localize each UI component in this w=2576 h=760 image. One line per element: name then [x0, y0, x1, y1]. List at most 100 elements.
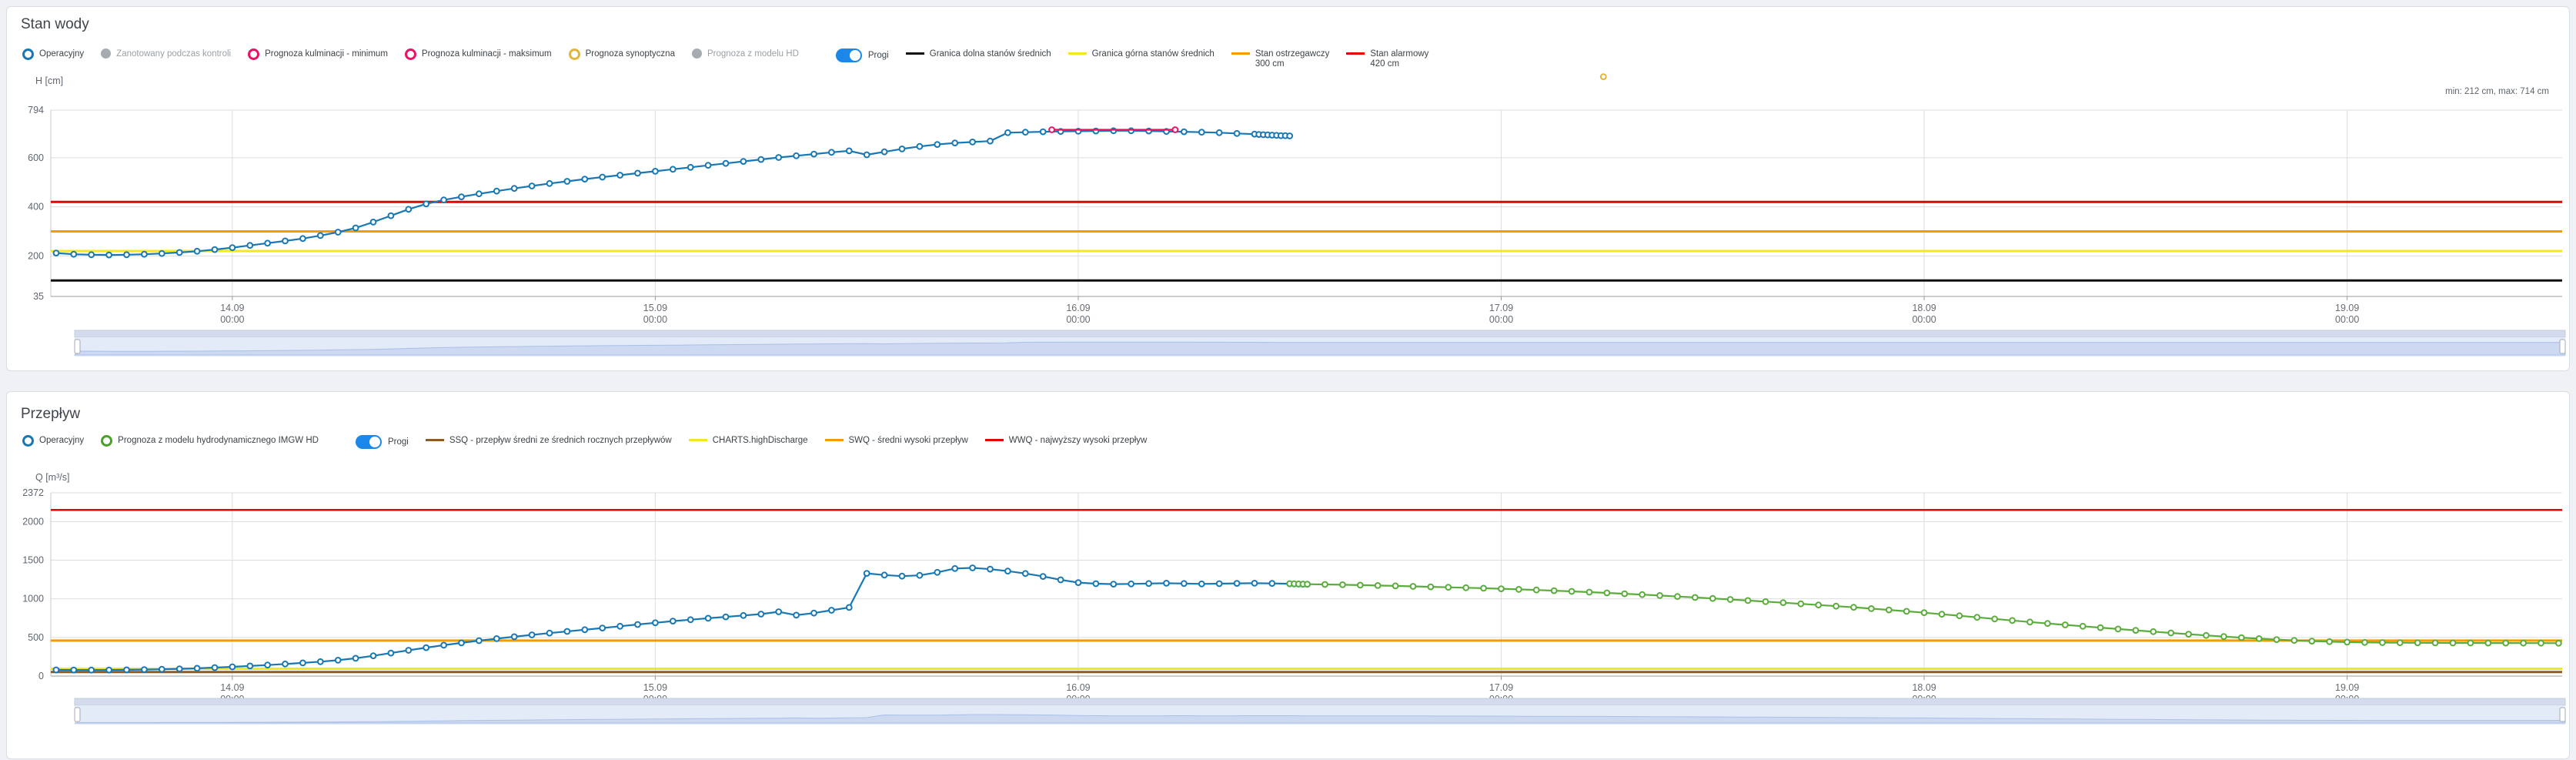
data-point-marker[interactable] — [757, 156, 765, 163]
data-point-marker[interactable] — [757, 611, 765, 618]
data-point-marker[interactable] — [229, 244, 236, 252]
data-point-marker[interactable] — [616, 172, 623, 179]
data-point-marker[interactable] — [987, 565, 994, 573]
data-point-marker[interactable] — [1021, 570, 1029, 578]
data-point-marker[interactable] — [1181, 580, 1188, 588]
navigator-handle-right[interactable] — [2559, 707, 2566, 722]
data-point-marker[interactable] — [863, 151, 870, 159]
data-point-marker[interactable] — [1498, 585, 1505, 593]
data-point-marker[interactable] — [528, 631, 536, 638]
data-point-marker[interactable] — [793, 152, 800, 159]
data-point-marker[interactable] — [1815, 601, 1823, 609]
data-point-marker[interactable] — [175, 665, 183, 673]
data-point-marker[interactable] — [1039, 573, 1047, 581]
data-point-marker[interactable] — [1198, 129, 1205, 136]
toggle-switch[interactable] — [355, 435, 382, 449]
data-point-marker[interactable] — [2237, 634, 2245, 641]
data-point-marker[interactable] — [264, 239, 272, 247]
data-point-marker[interactable] — [1674, 593, 1681, 601]
data-point-marker[interactable] — [211, 246, 219, 253]
data-point-marker[interactable] — [2290, 637, 2298, 644]
data-point-marker[interactable] — [2449, 639, 2457, 647]
legend-prognoza-z-modelu-hd[interactable]: Prognoza z modelu HD — [691, 49, 799, 59]
data-point-marker[interactable] — [880, 148, 888, 156]
data-point-marker[interactable] — [2361, 638, 2368, 646]
data-point-marker[interactable] — [2431, 639, 2439, 647]
data-point-marker[interactable] — [581, 626, 589, 634]
data-point-marker[interactable] — [810, 609, 817, 617]
data-point-marker[interactable] — [740, 611, 747, 619]
navigator-handle-right[interactable] — [2559, 339, 2566, 354]
data-point-marker[interactable] — [2203, 631, 2210, 639]
data-point-marker[interactable] — [229, 663, 236, 671]
legend-swq[interactable]: SWQ - średni wysoki przepływ — [824, 435, 968, 446]
navigator-scrollbar[interactable] — [74, 698, 2566, 706]
data-point-marker[interactable] — [1198, 580, 1205, 588]
data-point-marker[interactable] — [1286, 132, 1294, 139]
data-point-marker[interactable] — [1585, 588, 1593, 596]
data-point-marker[interactable] — [493, 187, 500, 195]
data-point-marker[interactable] — [1304, 581, 1311, 588]
data-point-marker[interactable] — [898, 146, 906, 152]
data-point-marker[interactable] — [845, 147, 853, 155]
legend-prognoza-synoptyczna[interactable]: Prognoza synoptyczna — [568, 49, 675, 60]
data-point-marker[interactable] — [1599, 73, 1607, 80]
progi-toggle[interactable]: Progi — [355, 435, 409, 449]
data-point-marker[interactable] — [1532, 586, 1540, 594]
data-point-marker[interactable] — [1568, 588, 1575, 595]
data-point-marker[interactable] — [387, 649, 395, 657]
data-point-marker[interactable] — [1392, 582, 1399, 590]
data-point-marker[interactable] — [1233, 580, 1241, 588]
data-point-marker[interactable] — [722, 613, 730, 621]
toggle-switch[interactable] — [835, 49, 862, 62]
data-point-marker[interactable] — [687, 163, 694, 171]
data-point-marker[interactable] — [634, 169, 641, 177]
data-point-marker[interactable] — [1356, 581, 1364, 589]
data-point-marker[interactable] — [969, 564, 976, 571]
data-point-marker[interactable] — [1885, 606, 1893, 614]
data-point-marker[interactable] — [105, 666, 113, 674]
data-point-marker[interactable] — [1339, 581, 1346, 588]
data-point-marker[interactable] — [1181, 128, 1188, 136]
data-point-marker[interactable] — [2150, 628, 2157, 635]
data-point-marker[interactable] — [2273, 636, 2280, 644]
data-point-marker[interactable] — [476, 190, 483, 198]
data-point-marker[interactable] — [141, 666, 148, 674]
data-point-marker[interactable] — [2520, 639, 2528, 647]
data-point-marker[interactable] — [616, 622, 623, 630]
legend-stan-ostrzegawczy[interactable]: Stan ostrzegawczy 300 cm — [1231, 49, 1329, 69]
data-point-marker[interactable] — [387, 212, 395, 219]
data-point-marker[interactable] — [1639, 591, 1646, 598]
data-point-marker[interactable] — [704, 162, 712, 169]
data-point-marker[interactable] — [1621, 590, 1629, 598]
data-point-marker[interactable] — [1726, 596, 1734, 603]
navigator-handle-left[interactable] — [74, 707, 81, 722]
data-point-marker[interactable] — [2097, 624, 2104, 631]
data-point-marker[interactable] — [175, 249, 183, 256]
data-point-marker[interactable] — [775, 608, 783, 615]
data-point-marker[interactable] — [193, 665, 201, 672]
data-point-marker[interactable] — [634, 621, 641, 628]
data-point-marker[interactable] — [1074, 579, 1082, 587]
data-point-marker[interactable] — [546, 179, 553, 187]
data-point-marker[interactable] — [1833, 602, 1840, 610]
data-point-marker[interactable] — [369, 652, 377, 660]
data-point-marker[interactable] — [282, 660, 289, 668]
data-point-marker[interactable] — [1445, 584, 1452, 591]
data-point-marker[interactable] — [969, 139, 976, 146]
data-point-marker[interactable] — [2044, 620, 2051, 628]
data-point-marker[interactable] — [916, 571, 924, 579]
legend-ssq[interactable]: SSQ - przepływ średni ze średnich roczny… — [425, 435, 672, 446]
data-point-marker[interactable] — [2538, 639, 2544, 647]
data-point-marker[interactable] — [1321, 581, 1328, 588]
data-point-marker[interactable] — [369, 219, 377, 226]
data-point-marker[interactable] — [141, 250, 148, 258]
data-point-marker[interactable] — [1692, 594, 1699, 601]
data-point-marker[interactable] — [1709, 594, 1716, 602]
legend-prognoza-kulminacji-maksimum[interactable]: Prognoza kulminacji - maksimum — [404, 49, 552, 60]
legend-operacyjny[interactable]: Operacyjny — [22, 435, 84, 447]
data-point-marker[interactable] — [1427, 583, 1435, 591]
data-point-marker[interactable] — [2255, 635, 2263, 642]
data-point-marker[interactable] — [193, 247, 201, 255]
data-point-marker[interactable] — [563, 178, 571, 185]
